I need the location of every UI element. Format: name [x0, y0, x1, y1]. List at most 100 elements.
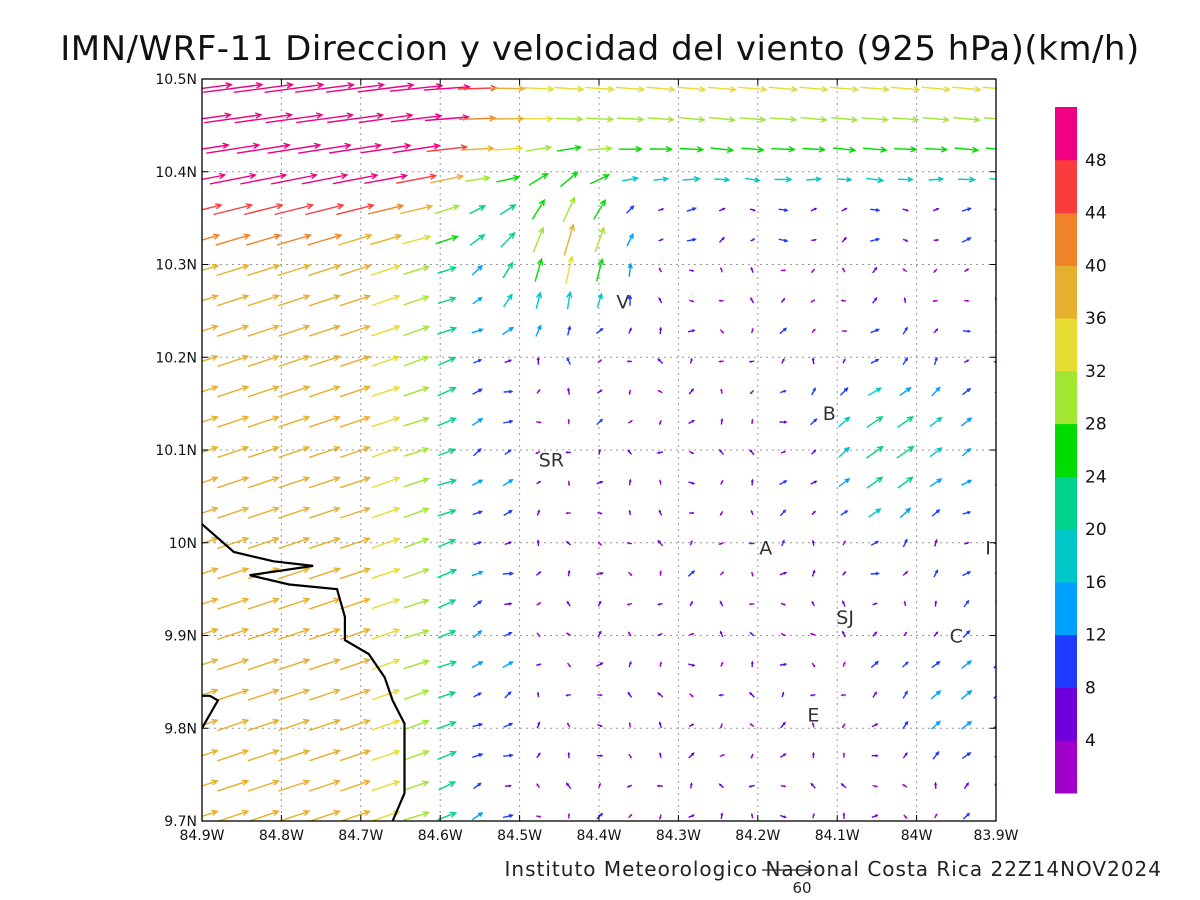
wind-vector	[308, 445, 341, 459]
wind-vector	[866, 476, 884, 489]
wind-vector	[217, 476, 250, 489]
wind-vector	[216, 324, 250, 337]
wind-vector	[326, 82, 386, 93]
wind-vector	[469, 205, 487, 215]
wind-vector	[403, 477, 430, 488]
wind-vector	[750, 266, 754, 273]
wind-vector	[472, 722, 484, 728]
wind-vector	[811, 600, 816, 607]
wind-vector	[750, 660, 754, 668]
wind-vector	[780, 753, 787, 758]
colorbar-swatch	[1055, 740, 1077, 794]
wind-vector	[202, 294, 220, 302]
wind-vector	[781, 358, 785, 364]
wind-vector	[842, 267, 846, 273]
wind-vector	[308, 536, 341, 550]
wind-vector	[779, 814, 787, 819]
wind-vector	[596, 571, 604, 575]
wind-vector	[708, 116, 737, 123]
wind-vector	[689, 782, 693, 789]
wind-vector	[247, 445, 280, 459]
wind-vector	[615, 85, 646, 93]
wind-vector	[247, 294, 281, 307]
wind-vector	[562, 196, 576, 223]
wind-vector	[933, 238, 940, 242]
wind-vector	[437, 599, 457, 609]
wind-vector	[902, 538, 908, 548]
wind-vector	[842, 570, 847, 576]
wind-vector	[964, 299, 970, 303]
wind-vector	[749, 208, 757, 212]
wind-vector	[524, 115, 554, 123]
wind-vector	[902, 326, 908, 335]
wind-vector	[296, 112, 354, 124]
wind-vector	[236, 142, 292, 154]
wind-vector	[217, 415, 250, 428]
wind-vector	[308, 688, 341, 701]
wind-vector	[896, 445, 915, 459]
wind-vector	[308, 506, 341, 519]
colorbar-label: 48	[1085, 151, 1107, 171]
wind-vector	[471, 812, 484, 821]
wind-vector	[536, 663, 542, 666]
wind-vector	[503, 419, 514, 424]
wind-vector	[780, 632, 786, 637]
x-tick-label: 84.1W	[815, 828, 860, 844]
wind-vector	[472, 296, 483, 305]
wind-vector	[964, 541, 970, 545]
wind-vector	[217, 506, 250, 519]
wind-vector	[339, 355, 372, 367]
wind-vector	[565, 255, 574, 285]
wind-vector	[278, 688, 311, 701]
wind-vector	[536, 815, 542, 818]
wind-vector	[897, 176, 914, 183]
wind-vector	[430, 173, 465, 184]
station-label: C	[950, 626, 963, 648]
wind-vector	[598, 448, 601, 455]
wind-vector	[403, 355, 430, 367]
wind-vector	[738, 85, 768, 93]
wind-vector	[622, 175, 640, 182]
wind-vector	[957, 176, 977, 183]
wind-vector	[952, 85, 982, 93]
wind-vector	[278, 536, 311, 550]
wind-vector	[567, 569, 571, 577]
wind-vector	[780, 297, 786, 304]
wind-vector	[718, 236, 725, 243]
y-tick-label: 9.8N	[164, 721, 197, 737]
wind-vector	[811, 510, 817, 516]
wind-vector	[953, 116, 981, 123]
wind-vector	[565, 451, 571, 454]
wind-vector	[371, 719, 401, 731]
wind-vector	[247, 718, 280, 732]
wind-vector	[627, 420, 633, 424]
wind-vector	[437, 296, 457, 305]
wind-vector	[720, 723, 723, 729]
wind-vector	[308, 294, 342, 307]
wind-vector	[902, 570, 909, 576]
wind-vector	[308, 476, 341, 489]
colorbar-label: 28	[1085, 415, 1107, 435]
wind-vector	[626, 784, 633, 788]
wind-vector	[870, 237, 881, 242]
wind-vector	[718, 360, 724, 363]
colorbar-label: 24	[1085, 467, 1107, 487]
wind-vector	[403, 264, 431, 275]
wind-vector	[339, 506, 372, 519]
wind-vector	[806, 176, 823, 183]
wind-vector	[307, 233, 343, 246]
wind-vector	[750, 297, 755, 304]
wind-vector	[473, 782, 482, 790]
wind-vector	[202, 809, 219, 818]
wind-vector	[929, 416, 943, 427]
wind-vector	[298, 142, 352, 154]
wind-vector	[471, 417, 484, 426]
wind-vector	[964, 268, 970, 273]
wind-vector	[842, 812, 846, 819]
wind-vector	[270, 172, 318, 185]
wind-vector	[504, 541, 513, 546]
wind-vector	[811, 238, 818, 242]
wind-vector	[720, 479, 724, 485]
x-tick-label: 84W	[901, 828, 933, 844]
station-label: I	[985, 537, 991, 559]
